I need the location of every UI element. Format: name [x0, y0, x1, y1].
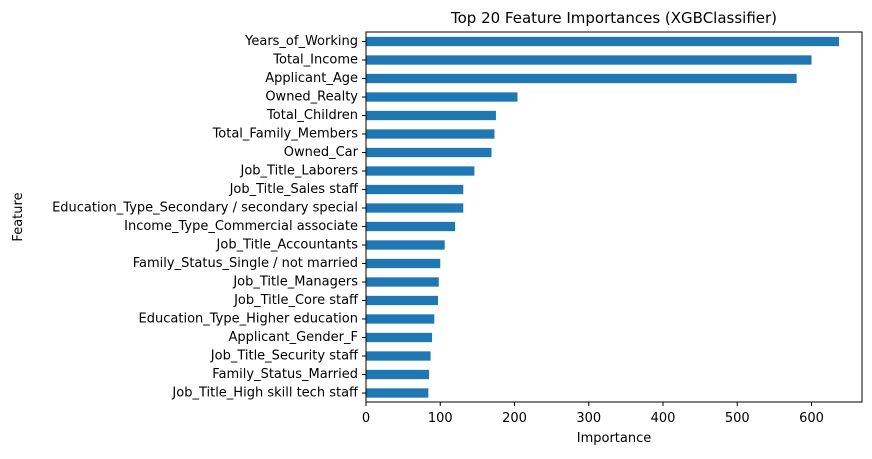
bar: [366, 73, 797, 84]
bar: [366, 295, 439, 306]
bars-group: [366, 36, 839, 398]
x-tick-label: 200: [502, 411, 527, 426]
bar: [366, 240, 445, 250]
y-tick-label: Owned_Realty: [265, 90, 358, 105]
bar: [366, 184, 464, 195]
y-tick-label: Total_Children: [266, 108, 358, 123]
bar: [366, 388, 429, 398]
bar: [366, 203, 464, 213]
y-tick-label: Education_Type_Secondary / secondary spe…: [52, 201, 358, 216]
x-tick-label: 0: [362, 411, 370, 426]
y-tick-label: Family_Status_Single / not married: [133, 256, 358, 271]
bar: [366, 36, 839, 47]
y-tick-label: Applicant_Gender_F: [229, 330, 358, 345]
y-tick-label: Job_Title_Managers: [232, 275, 358, 290]
y-tick-label: Job_Title_Laborers: [240, 164, 359, 179]
x-tick-label: 300: [576, 411, 601, 426]
bar: [366, 369, 430, 380]
x-tick-label: 500: [725, 411, 750, 426]
bar: [366, 55, 812, 65]
y-axis-label: Feature: [11, 192, 26, 241]
y-axis-ticks: Years_of_Working Total_Income Applicant_Ag…: [52, 34, 366, 401]
y-tick-label: Total_Income: [272, 53, 358, 68]
x-axis-ticks: 0 100 200 300 400 500 600: [362, 402, 824, 426]
y-tick-label: Job_Title_High skill tech staff: [171, 386, 359, 401]
y-tick-label: Owned_Car: [284, 145, 359, 160]
bar: [366, 147, 492, 158]
x-tick-label: 100: [428, 411, 453, 426]
bar: [366, 314, 435, 324]
y-tick-label: Family_Status_Married: [212, 367, 358, 382]
bar: [366, 277, 439, 287]
bar: [366, 92, 518, 102]
plot-frame: [365, 31, 863, 403]
bar: [366, 110, 496, 121]
y-tick-label: Income_Type_Commercial associate: [124, 219, 358, 234]
y-tick-label: Job_Title_Security staff: [210, 349, 359, 364]
bar: [366, 332, 433, 343]
x-tick-label: 600: [799, 411, 824, 426]
y-tick-label: Years_of_Working: [244, 34, 358, 49]
y-tick-label: Total_Family_Members: [212, 127, 359, 142]
bar: [366, 129, 495, 139]
chart-title: Top 20 Feature Importances (XGBClassifie…: [450, 9, 777, 27]
y-tick-label: Education_Type_Higher education: [139, 312, 358, 327]
y-tick-label: Job_Title_Sales staff: [229, 182, 359, 197]
y-tick-label: Applicant_Age: [265, 71, 358, 86]
bar: [366, 166, 475, 176]
y-tick-label: Job_Title_Accountants: [216, 238, 359, 253]
x-tick-label: 400: [651, 411, 676, 426]
bar: [366, 221, 456, 232]
bar: [366, 351, 431, 361]
y-tick-label: Job_Title_Core staff: [233, 293, 359, 308]
x-axis-label: Importance: [577, 431, 652, 446]
bar: [366, 258, 441, 269]
